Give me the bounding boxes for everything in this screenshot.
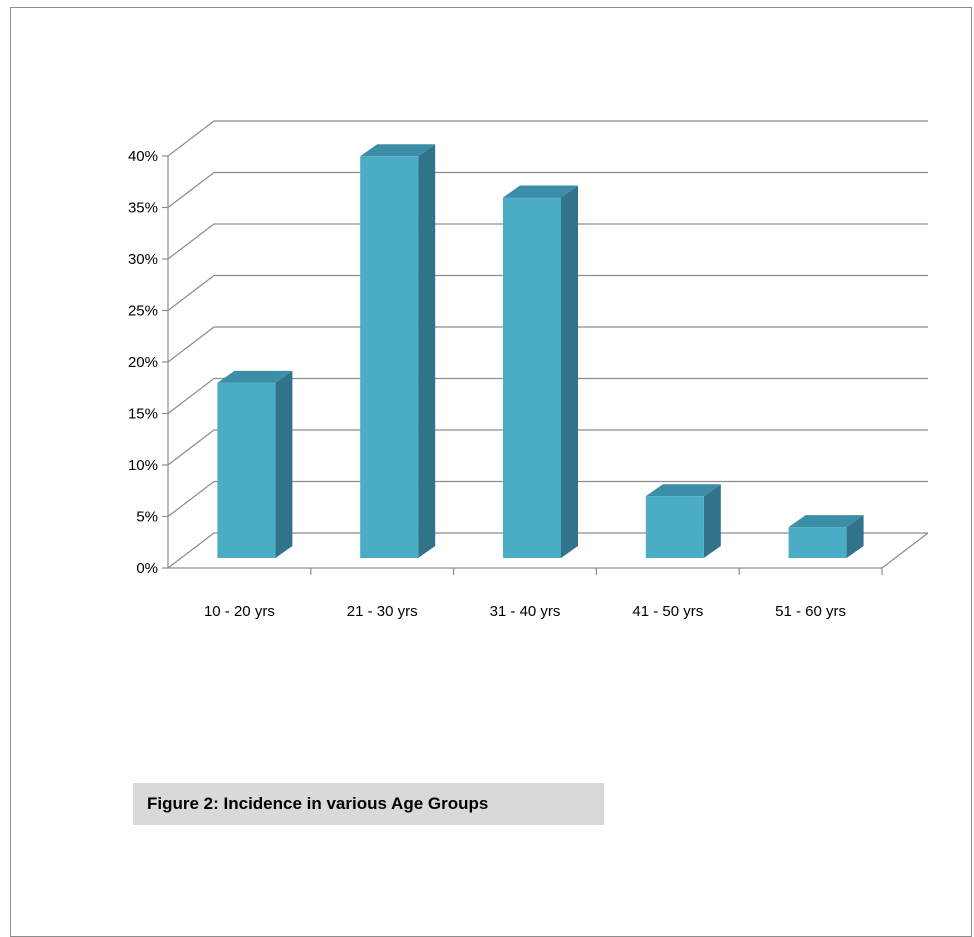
axes (162, 155, 883, 575)
x-tick-label: 31 - 40 yrs (490, 603, 561, 620)
x-tick-label: 51 - 60 yrs (775, 603, 846, 620)
gridline-wall (167, 429, 215, 466)
y-tick-label: 10% (128, 457, 158, 474)
bar-top (217, 370, 293, 383)
bar-front (788, 527, 847, 558)
bar (645, 484, 721, 558)
gridline-wall (167, 172, 215, 208)
x-tick-label: 10 - 20 yrs (204, 603, 275, 620)
y-tick-label: 0% (136, 560, 158, 577)
y-tick-label: 40% (128, 148, 158, 165)
bar-side (703, 484, 721, 558)
bar (788, 515, 864, 558)
bar-front (645, 496, 704, 558)
bar (503, 185, 578, 558)
bar-side (418, 144, 436, 559)
bar-side (846, 515, 864, 558)
bar-top (788, 515, 864, 528)
bar-front (503, 197, 561, 558)
bar-top (645, 484, 721, 497)
x-tick-label: 21 - 30 yrs (347, 603, 418, 620)
bar-front (360, 156, 419, 559)
gridline-wall (167, 481, 215, 517)
bar (360, 144, 436, 559)
y-tick-label: 25% (128, 303, 158, 320)
chart-frame (10, 7, 972, 937)
bar-side (561, 185, 578, 558)
y-tick-label: 5% (136, 509, 158, 526)
gridline-wall (167, 326, 215, 363)
bar-top (503, 185, 578, 198)
x-tick-label: 41 - 50 yrs (632, 603, 703, 620)
bar-top (360, 144, 436, 157)
gridline-wall (167, 275, 215, 311)
y-tick-label: 30% (128, 251, 158, 268)
floor-edge (881, 532, 929, 569)
gridline-wall (167, 223, 215, 260)
tick-labels: 0% 5% 10% 15% 20% 25% 30% 35% 40% 10 - 20 yrs 21 -… (128, 148, 846, 620)
gridline-wall (167, 378, 215, 414)
bar-side (275, 370, 293, 558)
y-tick-label: 15% (128, 406, 158, 423)
gridline-wall (167, 120, 215, 157)
bars (217, 144, 864, 559)
y-tick-label: 35% (128, 200, 158, 217)
gridline-wall (167, 532, 215, 569)
y-tick-label: 20% (128, 354, 158, 371)
figure-caption: Figure 2: Incidence in various Age Group… (133, 783, 604, 825)
bar (217, 370, 293, 558)
bar-front (217, 382, 276, 558)
